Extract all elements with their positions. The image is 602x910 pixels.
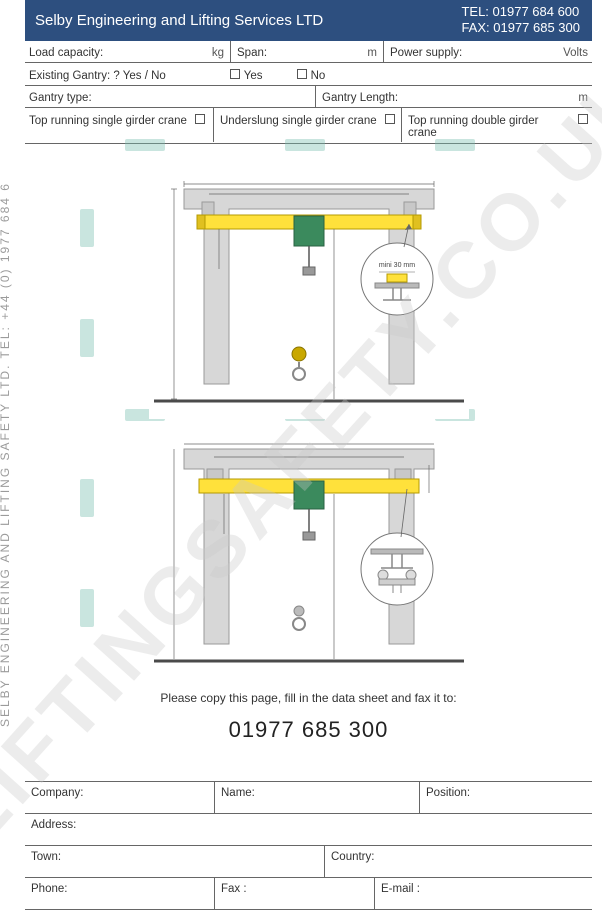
watermark-side-text: SELBY ENGINEERING AND LIFTING SAFETY LTD… (0, 0, 14, 910)
email-field[interactable]: E-mail : (375, 878, 592, 909)
contact-row-4: Phone: Fax : E-mail : (25, 877, 592, 910)
power-unit: Volts (563, 47, 588, 59)
contact-row-3: Town: Country: (25, 845, 592, 877)
no-label: No (311, 70, 326, 82)
opt3-label: Top running double girder crane (408, 115, 570, 139)
row-crane-options: Top running single girder crane Underslu… (25, 108, 592, 144)
checkbox-yes[interactable] (230, 69, 240, 79)
checkbox-opt3[interactable] (578, 114, 588, 124)
span-label: Span: (237, 47, 267, 59)
country-field[interactable]: Country: (325, 846, 592, 877)
address-field[interactable]: Address: (25, 814, 592, 845)
row-existing-gantry: Existing Gantry: ? Yes / No Yes No (25, 63, 592, 86)
checkbox-opt2[interactable] (385, 114, 395, 124)
contact-row-1: Company: Name: Position: (25, 781, 592, 813)
detail-label: mini 30 mm (378, 262, 414, 269)
fax-field[interactable]: Fax : (215, 878, 375, 909)
position-field[interactable]: Position: (420, 782, 592, 813)
company-field[interactable]: Company: (25, 782, 215, 813)
checkbox-opt1[interactable] (195, 114, 205, 124)
load-capacity-label: Load capacity: (29, 47, 103, 59)
gantry-length-unit: m (578, 92, 588, 104)
checkbox-no[interactable] (297, 69, 307, 79)
opt1-label: Top running single girder crane (29, 115, 187, 127)
phone-field[interactable]: Phone: (25, 878, 215, 909)
contact-row-2: Address: (25, 813, 592, 845)
header-bar: Selby Engineering and Lifting Services L… (25, 0, 592, 41)
existing-gantry-label: Existing Gantry: ? Yes / No (29, 70, 166, 82)
row-gantry-type-length: Gantry type: Gantry Length: m (25, 86, 592, 108)
load-capacity-unit: kg (212, 47, 224, 59)
company-name: Selby Engineering and Lifting Services L… (25, 0, 441, 41)
name-field[interactable]: Name: (215, 782, 420, 813)
header-tel: TEL: 01977 684 600 (461, 4, 580, 20)
opt2-label: Underslung single girder crane (220, 115, 377, 127)
power-label: Power supply: (390, 47, 462, 59)
town-field[interactable]: Town: (25, 846, 325, 877)
header-fax: FAX: 01977 685 300 (461, 20, 580, 36)
span-unit: m (367, 47, 377, 59)
fax-number: 01977 685 300 (229, 717, 389, 743)
diagrams-area: mini 30 mm (25, 144, 592, 782)
fax-instruction: Please copy this page, fill in the data … (160, 691, 456, 705)
diagram-underslung (149, 429, 469, 679)
gantry-type-label: Gantry type: (29, 92, 92, 104)
yes-label: Yes (244, 70, 263, 82)
diagram-top-running: mini 30 mm (149, 169, 469, 419)
row-capacity-span-power: Load capacity: kg Span: m Power supply: … (25, 41, 592, 63)
gantry-length-label: Gantry Length: (322, 92, 398, 104)
